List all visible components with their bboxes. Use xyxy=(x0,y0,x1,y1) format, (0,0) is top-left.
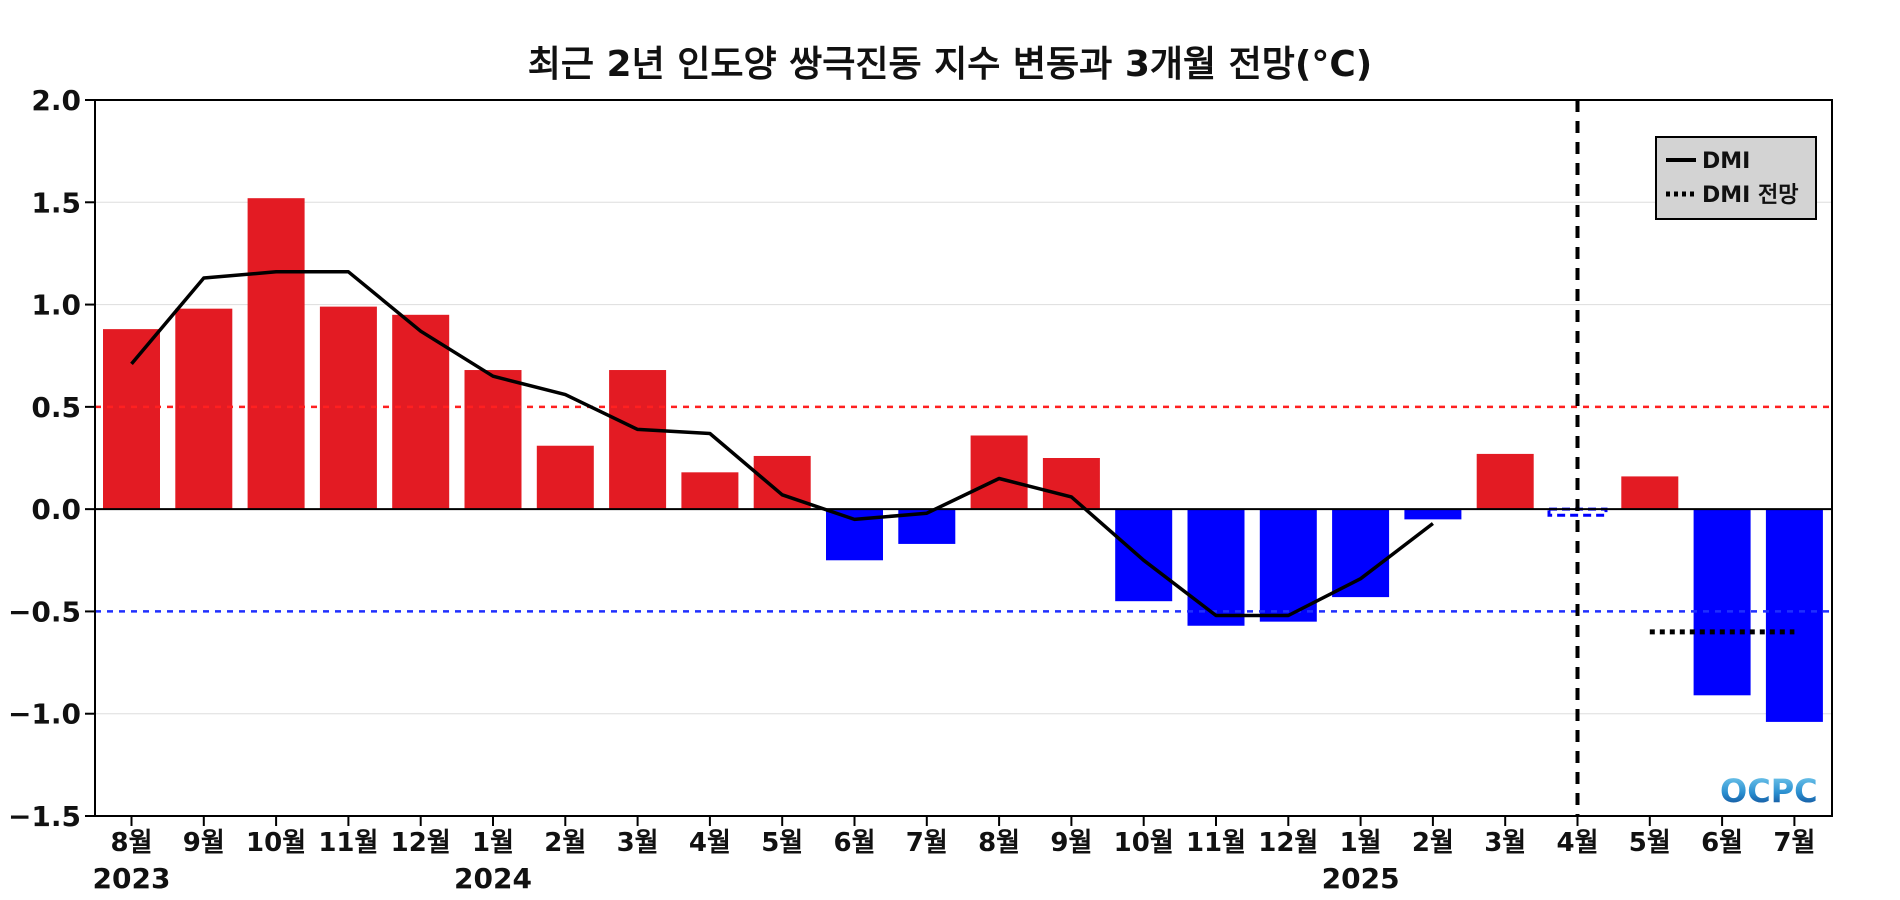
x-tick-label: 5월 xyxy=(761,828,803,858)
bar xyxy=(103,329,160,510)
bar xyxy=(681,472,739,510)
x-tick-label: 4월 xyxy=(1556,828,1598,858)
x-tick-label: 2월 xyxy=(1412,828,1454,858)
bar xyxy=(1693,509,1751,696)
bar xyxy=(1115,509,1173,602)
legend-box xyxy=(1655,136,1817,220)
y-tick-label: −1.0 xyxy=(8,698,81,731)
ocpc-logo: OCPC xyxy=(1720,772,1818,810)
x-axis: 8월 9월 10월 11월 12월 1월 2월 3월 4월 5월 6월 7월 8월 9월 10월 11월 12월… xyxy=(93,816,1815,895)
x-tick-label: 11월 xyxy=(318,828,378,858)
legend: DMI DMI 전망 xyxy=(1655,136,1817,220)
bar xyxy=(1404,509,1462,520)
x-tick-label: 3월 xyxy=(617,828,659,858)
x-tick-label: 5월 xyxy=(1629,828,1671,858)
bar xyxy=(1042,458,1100,510)
legend-forecast-label: DMI 전망 xyxy=(1702,183,1798,208)
x-tick-label: 3월 xyxy=(1484,828,1526,858)
year-label: 2023 xyxy=(93,862,171,895)
bar xyxy=(1332,509,1390,598)
bar xyxy=(970,435,1028,510)
dmi-lines xyxy=(130,270,1795,635)
y-axis: 2.0 1.5 1.0 0.5 0.0 −0.5 −1.0 −1.5 xyxy=(8,84,95,833)
x-tick-label: 6월 xyxy=(1701,828,1743,858)
year-label: 2024 xyxy=(454,862,532,895)
bar xyxy=(175,308,233,510)
legend-dmi-label: DMI xyxy=(1702,149,1750,174)
bar xyxy=(247,198,305,510)
x-tick-label: 9월 xyxy=(1050,828,1092,858)
year-label: 2025 xyxy=(1322,862,1400,895)
x-tick-label: 8월 xyxy=(110,828,152,858)
bar xyxy=(1259,509,1317,622)
y-tick-label: 2.0 xyxy=(31,84,81,117)
gridlines xyxy=(95,201,1832,715)
x-tick-label: 10월 xyxy=(1114,828,1174,858)
y-tick-label: 1.0 xyxy=(31,289,81,322)
x-tick-label: 4월 xyxy=(689,828,731,858)
bar-series xyxy=(103,198,1823,722)
y-tick-label: 1.5 xyxy=(31,186,81,219)
reference-lines xyxy=(95,100,1832,816)
bar xyxy=(1621,476,1679,510)
x-tick-label: 8월 xyxy=(978,828,1020,858)
x-tick-label: 11월 xyxy=(1186,828,1246,858)
x-tick-label: 7월 xyxy=(1773,828,1815,858)
chart-title: 최근 2년 인도양 쌍극진동 지수 변동과 3개월 전망(°C) xyxy=(528,44,1372,85)
x-tick-label: 1월 xyxy=(1340,828,1382,858)
x-tick-label: 2월 xyxy=(544,828,586,858)
plot-frame xyxy=(94,99,1833,817)
bar xyxy=(464,370,522,510)
bar xyxy=(536,445,594,510)
x-tick-label: 7월 xyxy=(906,828,948,858)
y-tick-label: −1.5 xyxy=(8,800,81,833)
dmi-line xyxy=(130,270,1434,618)
y-tick-label: 0.0 xyxy=(31,493,81,526)
x-tick-label: 12월 xyxy=(1258,828,1318,858)
logo-text: OCPC xyxy=(1720,772,1818,810)
bar xyxy=(1187,509,1245,626)
y-tick-label: −0.5 xyxy=(8,595,81,628)
y-tick-label: 0.5 xyxy=(31,391,81,424)
x-tick-label: 9월 xyxy=(183,828,225,858)
bar xyxy=(609,370,667,510)
bar xyxy=(1765,509,1823,722)
bar xyxy=(1476,453,1534,510)
x-tick-label: 1월 xyxy=(472,828,514,858)
x-tick-label: 10월 xyxy=(246,828,306,858)
x-tick-label: 12월 xyxy=(391,828,451,858)
x-tick-label: 6월 xyxy=(833,828,875,858)
bar xyxy=(392,314,450,510)
